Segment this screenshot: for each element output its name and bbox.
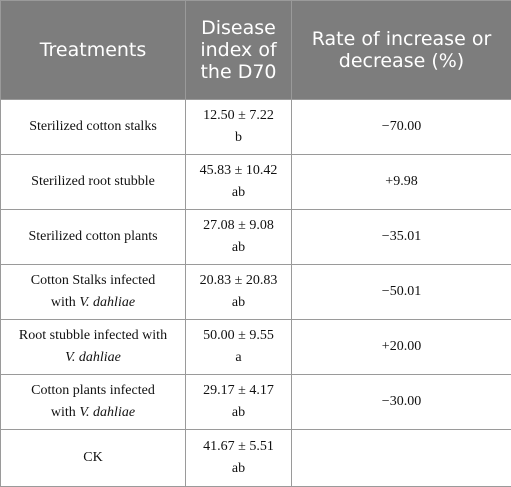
rate-cell: −50.01 [292, 265, 511, 320]
treatment-text-prefix: with [51, 405, 79, 420]
treatment-text-prefix: with [51, 295, 79, 310]
significance-letter: ab [186, 182, 291, 204]
treatment-text-line2: with V. dahliae [1, 292, 185, 314]
header-disease-index-line: D70 [238, 61, 277, 83]
table-row: Cotton Stalks infected with V. dahliae 2… [1, 265, 511, 320]
table-row: Sterilized root stubble 45.83 ± 10.42 ab… [1, 155, 511, 210]
treatment-cell: Sterilized cotton stalks [1, 100, 186, 155]
rate-cell: −70.00 [292, 100, 511, 155]
disease-index-value: 29.17 ± 4.17 [186, 380, 291, 402]
rate-cell: −30.00 [292, 375, 511, 430]
treatment-cell: CK [1, 430, 186, 487]
disease-index-value: 45.83 ± 10.42 [186, 160, 291, 182]
significance-letter: ab [186, 237, 291, 259]
significance-letter: a [186, 347, 291, 369]
disease-index-value: 50.00 ± 9.55 [186, 325, 291, 347]
treatment-text: Sterilized root stubble [31, 174, 155, 189]
treatment-text: Cotton plants infected [1, 380, 185, 402]
table-row: Root stubble infected with V. dahliae 50… [1, 320, 511, 375]
significance-letter: b [186, 127, 291, 149]
rate-cell: +9.98 [292, 155, 511, 210]
treatment-text: Sterilized cotton stalks [29, 119, 157, 134]
disease-index-cell: 45.83 ± 10.42 ab [186, 155, 292, 210]
treatment-cell: Cotton plants infected with V. dahliae [1, 375, 186, 430]
table-row: Sterilized cotton stalks 12.50 ± 7.22 b … [1, 100, 511, 155]
treatment-text: Sterilized cotton plants [28, 229, 157, 244]
table-row: CK 41.67 ± 5.51 ab [1, 430, 511, 487]
header-rate: Rate of increase or decrease (%) [292, 1, 511, 100]
significance-letter: ab [186, 458, 291, 480]
treatment-text-line2: V. dahliae [1, 347, 185, 369]
disease-index-value: 12.50 ± 7.22 [186, 105, 291, 127]
pathogen-name: V. dahliae [65, 350, 121, 365]
disease-index-cell: 29.17 ± 4.17 ab [186, 375, 292, 430]
header-treatments: Treatments [1, 1, 186, 100]
significance-letter: ab [186, 292, 291, 314]
header-disease-index: Disease index of the D70 [186, 1, 292, 100]
header-row: Treatments Disease index of the D70 Rate… [1, 1, 511, 100]
significance-letter: ab [186, 402, 291, 424]
header-rate-line: decrease (%) [339, 50, 464, 72]
rate-cell: −35.01 [292, 210, 511, 265]
disease-index-value: 20.83 ± 20.83 [186, 270, 291, 292]
rate-cell: +20.00 [292, 320, 511, 375]
treatment-cell: Root stubble infected with V. dahliae [1, 320, 186, 375]
disease-index-cell: 50.00 ± 9.55 a [186, 320, 292, 375]
treatment-text: Cotton Stalks infected [1, 270, 185, 292]
rate-cell [292, 430, 511, 487]
disease-index-cell: 27.08 ± 9.08 ab [186, 210, 292, 265]
disease-index-cell: 41.67 ± 5.51 ab [186, 430, 292, 487]
disease-index-cell: 12.50 ± 7.22 b [186, 100, 292, 155]
treatment-text-line2: with V. dahliae [1, 402, 185, 424]
header-rate-line: Rate of increase or [312, 28, 492, 50]
pathogen-name: V. dahliae [79, 295, 135, 310]
treatment-cell: Cotton Stalks infected with V. dahliae [1, 265, 186, 320]
pathogen-name: V. dahliae [79, 405, 135, 420]
treatment-text: Root stubble infected with [1, 325, 185, 347]
treatment-text: CK [83, 450, 102, 465]
treatment-cell: Sterilized root stubble [1, 155, 186, 210]
header-disease-index-line: Disease [201, 17, 276, 39]
header-disease-index-line: index [200, 39, 252, 61]
treatment-cell: Sterilized cotton plants [1, 210, 186, 265]
disease-index-cell: 20.83 ± 20.83 ab [186, 265, 292, 320]
disease-index-value: 27.08 ± 9.08 [186, 215, 291, 237]
disease-index-value: 41.67 ± 5.51 [186, 436, 291, 458]
table-row: Sterilized cotton plants 27.08 ± 9.08 ab… [1, 210, 511, 265]
table-row: Cotton plants infected with V. dahliae 2… [1, 375, 511, 430]
